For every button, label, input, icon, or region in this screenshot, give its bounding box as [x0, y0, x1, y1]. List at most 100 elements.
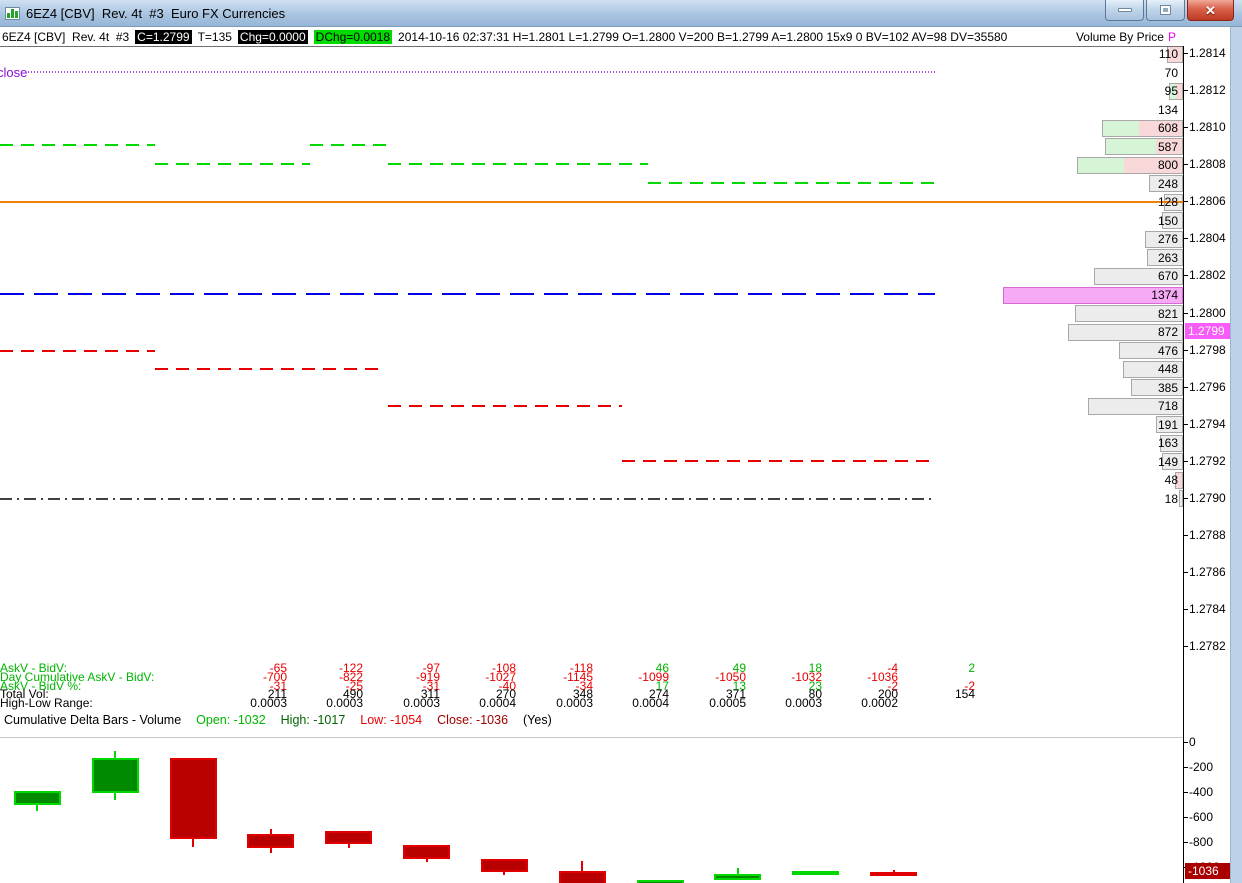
price-label: 1.2812: [1189, 83, 1226, 98]
price-label: 1.2814: [1189, 46, 1226, 60]
summary-segment: Close: -1036: [437, 713, 509, 727]
profile-volume-label: 821: [1157, 306, 1178, 321]
candle-body: [714, 874, 762, 880]
profile-volume-label: 70: [1164, 65, 1178, 80]
ask-volume-segment: [1176, 83, 1182, 99]
profile-bar: [1068, 323, 1183, 341]
delta-tick: [1184, 742, 1188, 743]
info-segment: Volume By Price: [1075, 30, 1164, 44]
price-axis[interactable]: 1.2814 1.2812 1.2810 1.2808 1.2806 1.2804 1.28…: [1183, 46, 1230, 883]
chart-area[interactable]: close 110 70 95 134 608 587 800 248 128 150 276 263…: [0, 46, 1183, 883]
profile-volume-label: 276: [1157, 232, 1178, 247]
row-value-day-cumulative: -700: [262, 670, 287, 684]
price-label: 1.2786: [1189, 565, 1226, 580]
price-level-lines: [0, 71, 1183, 500]
price-label: 1.2806: [1189, 194, 1226, 209]
close-icon: ✕: [1205, 2, 1216, 18]
profile-bar: [1123, 360, 1183, 378]
profile-volume-label: 18: [1164, 491, 1178, 506]
price-label: 1.2782: [1189, 639, 1226, 654]
price-label: 1.2788: [1189, 528, 1226, 543]
title-bar[interactable]: 6EZ4 [CBV] Rev. 4t #3 Euro FX Currencies…: [0, 0, 1242, 27]
row-value-askv-bidv-pct: 17: [655, 679, 669, 693]
profile-volume-label: 248: [1157, 176, 1178, 191]
row-value-askv-bidv-pct: -2: [887, 679, 898, 693]
profile-volume-label: 1374: [1151, 288, 1178, 303]
candle-body: [480, 859, 528, 872]
row-label: AskV - BidV %:: [0, 679, 82, 693]
delta-tick: [1184, 817, 1188, 818]
candle-body: [870, 872, 918, 876]
profile-volume-label: 872: [1157, 325, 1178, 340]
profile-volume-label: 448: [1157, 362, 1178, 377]
summary-segment: Open: -1032: [196, 713, 266, 727]
row-value-askv-bidv-pct: 23: [808, 679, 822, 693]
profile-bar: [1149, 175, 1183, 193]
ask-volume-segment: [1139, 120, 1182, 136]
price-label: 1.2802: [1189, 268, 1226, 283]
delta-tick: [1184, 842, 1188, 843]
profile-volume-label: 149: [1157, 454, 1178, 469]
ask-volume-segment: [1124, 157, 1182, 173]
close-button[interactable]: ✕: [1187, 0, 1234, 21]
candle-body: [325, 831, 373, 844]
profile-bar: [1094, 267, 1183, 285]
minimize-button[interactable]: [1105, 0, 1144, 21]
row-value-high-low-range: 0.0003: [250, 696, 287, 710]
info-bar: 6EZ4 [CBV] Rev. 4t #3 C=1.2799 T=135 Chg=0.…: [0, 28, 1242, 46]
restore-icon: [1160, 5, 1171, 15]
price-label: 1.2808: [1189, 157, 1226, 172]
row-value-high-low-range: 0.0003: [785, 696, 822, 710]
price-tick: [1184, 53, 1188, 54]
row-label: Day Cumulative AskV - BidV:: [0, 670, 155, 684]
row-value-askv-bidv: 49: [732, 661, 746, 675]
price-tick: [1184, 535, 1188, 537]
profile-bar: [1119, 342, 1183, 360]
price-tick: [1184, 90, 1188, 92]
price-tick: [1184, 127, 1188, 129]
row-value-high-low-range: 0.0005: [709, 696, 746, 710]
profile-volume-label: 800: [1157, 158, 1178, 173]
row-value-day-cumulative: -1099: [638, 670, 669, 684]
profile-volume-label: 476: [1157, 343, 1178, 358]
app-icon: [5, 6, 20, 20]
profile-volume-label: 385: [1157, 380, 1178, 395]
profile-bar: [1003, 286, 1183, 304]
profile-volume-label: 134: [1157, 102, 1178, 117]
profile-bar: [1167, 47, 1183, 63]
profile-volume-label: 150: [1157, 213, 1178, 228]
row-value-askv-bidv: 2: [968, 661, 975, 675]
row-value-askv-bidv: -118: [569, 661, 593, 675]
price-tick: [1184, 460, 1188, 462]
ask-volume-segment: [1168, 47, 1182, 62]
row-value-day-cumulative: -1027: [485, 670, 516, 684]
info-segment: P: [1167, 30, 1176, 44]
price-tick: [1184, 386, 1188, 388]
restore-button[interactable]: [1146, 0, 1185, 21]
candle-body: [169, 758, 217, 839]
candle-body: [13, 791, 61, 805]
row-value-total-vol: 270: [495, 687, 516, 701]
row-value-day-cumulative: -1050: [715, 670, 746, 684]
close-line-label: close: [0, 65, 28, 80]
row-value-askv-bidv-pct: 13: [732, 679, 746, 693]
row-value-askv-bidv-pct: -34: [575, 679, 593, 693]
row-label: AskV - BidV:: [0, 661, 67, 675]
price-tick: [1184, 349, 1188, 351]
profile-bar: [1145, 230, 1183, 248]
summary-segment: High: -1017: [280, 713, 346, 727]
row-label: High-Low Range:: [0, 696, 93, 710]
row-value-total-vol: 154: [954, 687, 975, 701]
profile-bar: [1102, 119, 1183, 137]
profile-volume-label: 163: [1157, 436, 1178, 451]
price-tick: [1184, 201, 1188, 203]
row-value-day-cumulative: -822: [338, 670, 363, 684]
row-value-high-low-range: 0.0004: [479, 696, 516, 710]
candle-body: [403, 845, 451, 859]
candle-body: [91, 758, 139, 793]
bid-volume-segment: [1103, 120, 1139, 136]
row-value-askv-bidv-pct: -2: [964, 679, 975, 693]
row-value-total-vol: 200: [877, 687, 898, 701]
delta-label: -200: [1189, 760, 1214, 774]
